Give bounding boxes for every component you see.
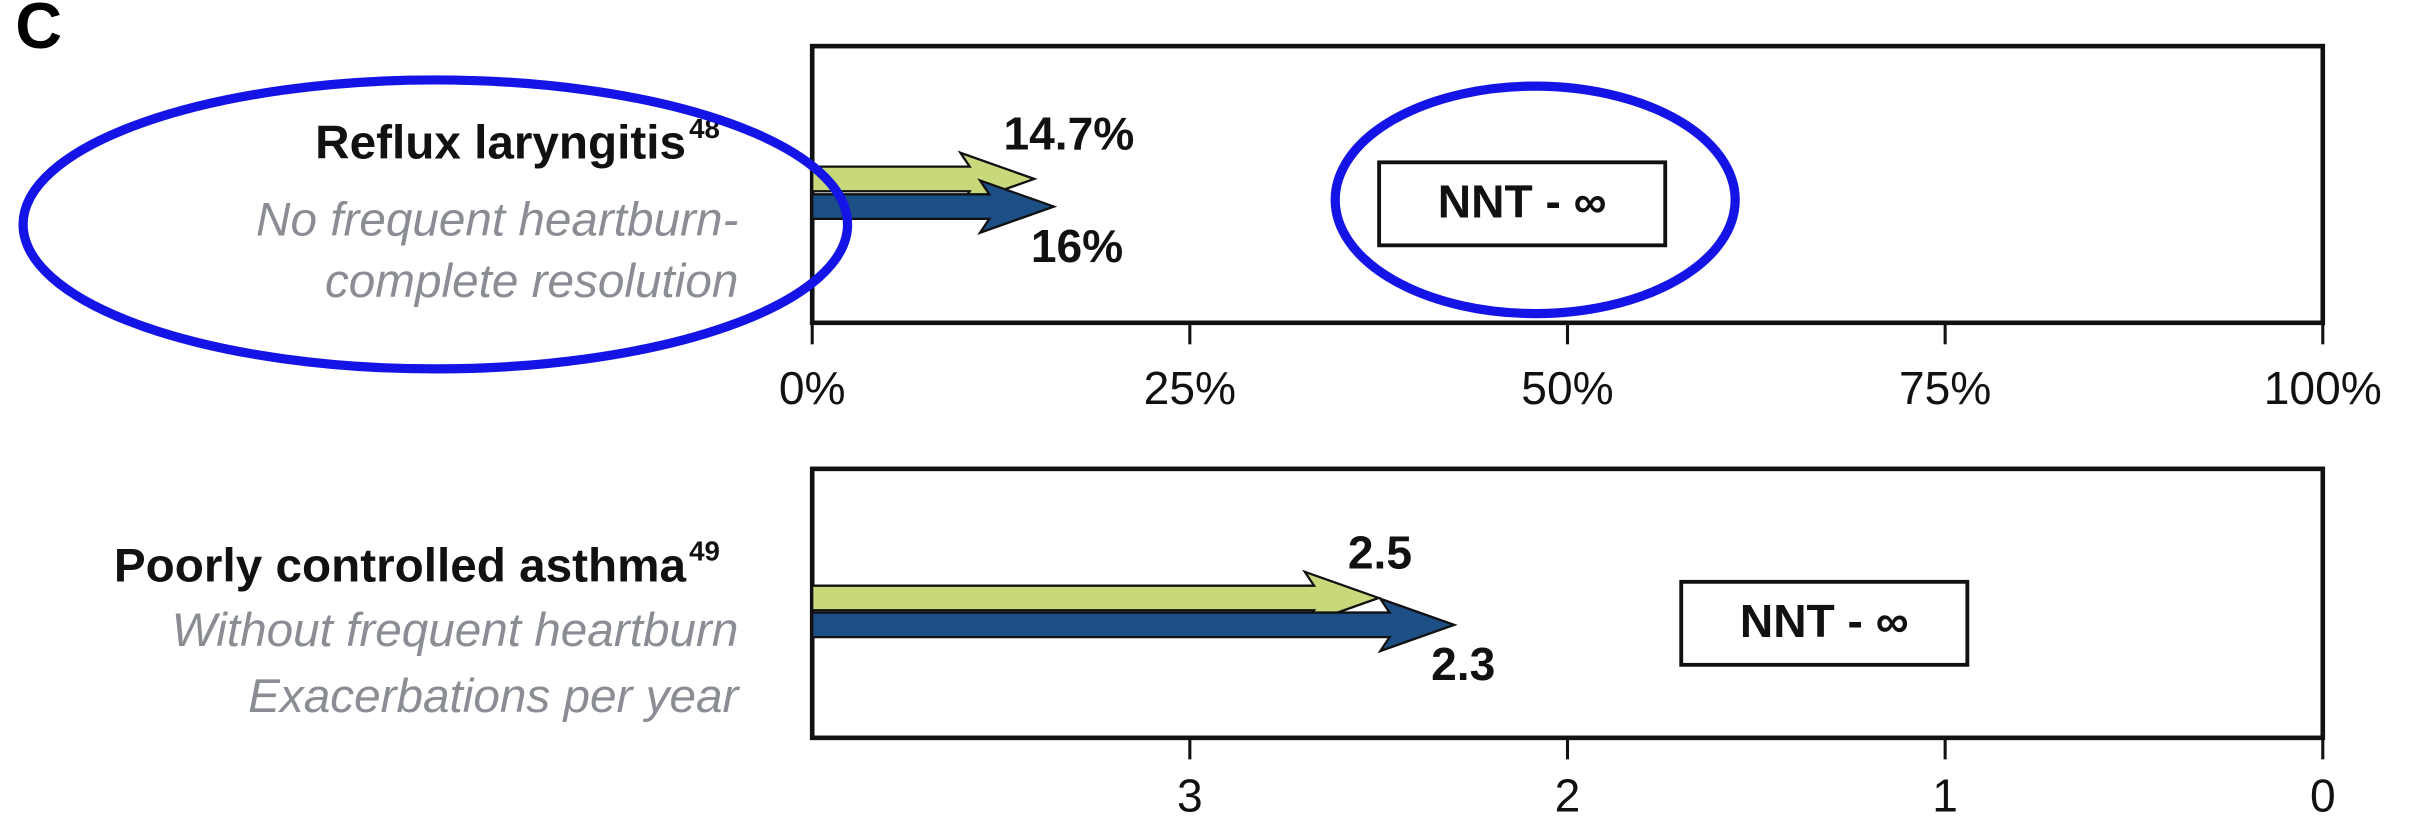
row-sublabel: No frequent heartburn- bbox=[256, 193, 738, 246]
x-tick-label: 25% bbox=[1144, 362, 1236, 414]
highlight-ellipse bbox=[1330, 81, 1740, 319]
annotation: NNT - ∞ bbox=[1740, 595, 1909, 647]
x-tick-label: 1 bbox=[1932, 770, 1958, 822]
row-label: Reflux laryngitis bbox=[315, 117, 686, 170]
value-label: 2.5 bbox=[1348, 527, 1412, 579]
x-tick-label: 75% bbox=[1899, 362, 1991, 414]
value-label: 14.7% bbox=[1003, 108, 1134, 160]
row-label-sup: 49 bbox=[689, 536, 720, 567]
highlight-ellipse bbox=[18, 75, 853, 374]
arrow-bar bbox=[811, 569, 1383, 627]
row-sublabel: Without frequent heartburn bbox=[172, 604, 739, 657]
annotation-box bbox=[1679, 579, 1970, 667]
annotation: NNT - ∞ bbox=[1438, 176, 1607, 228]
x-tick-label: 0 bbox=[2310, 770, 2336, 822]
arrow-bar bbox=[811, 596, 1458, 654]
value-label: 2.3 bbox=[1431, 638, 1495, 690]
row-sublabel: Exacerbations per year bbox=[248, 670, 740, 723]
value-label: 16% bbox=[1031, 220, 1123, 272]
x-tick-label: 50% bbox=[1521, 362, 1613, 414]
x-tick-label: 2 bbox=[1555, 770, 1581, 822]
row-label: Poorly controlled asthma bbox=[114, 539, 687, 592]
annotation-box bbox=[1377, 160, 1668, 248]
arrow-bar bbox=[811, 178, 1058, 235]
row-sublabel: complete resolution bbox=[325, 255, 738, 308]
panel-label: C bbox=[15, 0, 62, 62]
x-tick-label: 3 bbox=[1177, 770, 1203, 822]
x-tick-label: 0% bbox=[779, 362, 846, 414]
x-tick-label: 100% bbox=[2264, 362, 2382, 414]
